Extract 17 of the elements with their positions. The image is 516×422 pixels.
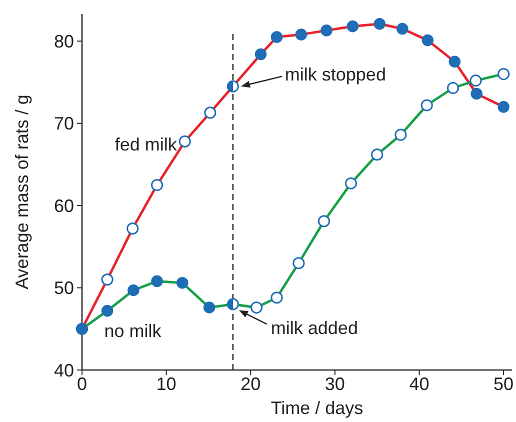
y-tick-label: 60 [54, 196, 74, 216]
series-label: no milk [104, 320, 162, 341]
x-tick-label: 50 [494, 374, 514, 394]
x-tick-label: 10 [156, 374, 176, 394]
x-tick-label: 0 [76, 374, 88, 394]
x-tick-label: 30 [324, 374, 345, 394]
x-tick-label: 20 [240, 374, 261, 394]
x-tick-label: 40 [409, 374, 430, 394]
y-tick-label: 80 [54, 31, 74, 52]
y-tick-label: 50 [54, 278, 74, 298]
annotation: milk added [270, 318, 358, 338]
y-tick-label: 70 [54, 114, 74, 134]
x-axis-title: Time / days [270, 398, 364, 418]
y-axis-title: Average mass of rats / g [12, 94, 32, 290]
annotation: milk stopped [284, 64, 386, 84]
series-label: fed milk [114, 134, 178, 154]
y-tick-label: 40 [54, 360, 74, 380]
